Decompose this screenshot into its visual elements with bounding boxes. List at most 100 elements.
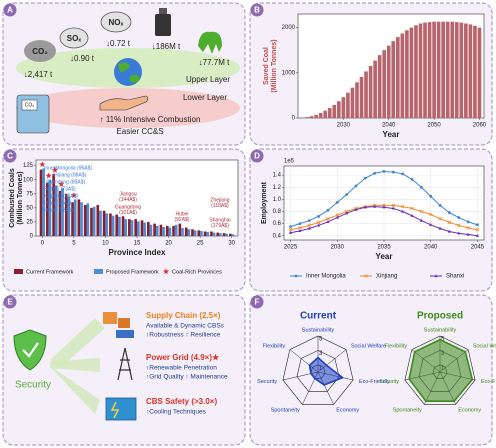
x-tick-label: 2030 [337, 123, 351, 129]
x-tick-label: 10 [102, 241, 109, 247]
shield-check [22, 342, 39, 358]
annotation: (92A$) [174, 217, 189, 223]
bar [432, 21, 436, 118]
marker [401, 209, 405, 213]
radar-axis-label: Spontaneity [393, 407, 422, 413]
marker [438, 226, 442, 230]
bar [39, 169, 43, 236]
bar [191, 229, 194, 236]
bar [203, 231, 207, 236]
marker [400, 204, 405, 209]
y-tick-label: 125 [23, 163, 34, 169]
marker [326, 208, 330, 212]
marker [475, 227, 480, 232]
item-title: Supply Chain (2.5×) [146, 311, 221, 320]
marker [448, 211, 451, 215]
marker [410, 206, 414, 211]
species-label: NOₓ [109, 18, 124, 27]
benefit-label: ↑ 11% Intensive Combustion [100, 115, 201, 124]
species-label: CO₂ [32, 47, 48, 56]
legend-label: Xinjiang [376, 274, 397, 280]
bar [52, 174, 55, 236]
marker [466, 220, 470, 224]
marker [438, 216, 442, 221]
bar [197, 230, 201, 236]
bar [71, 202, 74, 236]
annotation: Jiangsu [119, 191, 136, 197]
bar [225, 233, 229, 236]
goo-icon [198, 31, 222, 54]
legend-swatch [94, 269, 103, 274]
bar [155, 225, 159, 236]
bar [216, 232, 220, 236]
bar [181, 228, 184, 236]
marker [419, 185, 423, 189]
x-tick-label: 30 [228, 241, 235, 247]
bar [83, 205, 87, 236]
bar [111, 215, 115, 236]
legend-label: Shanxi [446, 274, 464, 280]
marker [354, 207, 358, 211]
x-tick-label: 2030 [331, 245, 345, 251]
panel-f [249, 294, 493, 446]
marker [354, 184, 358, 188]
radar-tick-label: 5 [319, 337, 323, 343]
bolt-icon [110, 401, 120, 419]
legend-star [162, 268, 170, 275]
item-line: Available & Dynamic CBSs [146, 323, 225, 330]
y-axis-label: Saved Coal [263, 47, 270, 85]
panel-label-badge [250, 149, 264, 163]
bar [140, 220, 144, 236]
bar [96, 205, 100, 236]
bar [165, 225, 169, 236]
radar-axis-label: Flexibility [385, 343, 408, 349]
bar [99, 210, 102, 236]
coal-rich-star [39, 161, 46, 168]
bar [459, 22, 464, 118]
bar [364, 71, 368, 118]
y-tick-label: 2000 [282, 25, 296, 31]
bar [473, 25, 477, 118]
bar [168, 227, 172, 236]
bar [61, 188, 64, 236]
panel-e-art [13, 312, 137, 421]
radar-tick-label: 5 [441, 337, 445, 343]
marker [289, 225, 292, 229]
x-tick-label: 20 [165, 241, 172, 247]
panel-label-badge [3, 149, 17, 163]
bar [200, 230, 203, 236]
co2-cloud [24, 40, 56, 62]
marker [419, 218, 423, 222]
bar [346, 92, 350, 118]
bar [102, 210, 106, 236]
bar [445, 21, 450, 118]
radar-axis-label: Economy [336, 407, 359, 413]
bar [162, 226, 165, 236]
bar [212, 232, 216, 236]
x-axis-label: Year [383, 130, 400, 139]
bar [45, 182, 49, 236]
bar [77, 199, 81, 236]
emission-label: ↓2,417 t [24, 70, 53, 79]
annotation: Shanxi (73A$) [44, 186, 76, 192]
marker [434, 274, 438, 278]
bar [309, 116, 314, 118]
bar [405, 30, 409, 119]
radar-axis-label: Economy [458, 407, 481, 413]
bar [121, 216, 125, 236]
bar [134, 219, 137, 236]
marker [429, 223, 433, 226]
bar [318, 113, 323, 118]
marker [345, 193, 349, 196]
globe-land [118, 62, 140, 83]
offset-label: 1e5 [284, 159, 295, 165]
marker [298, 229, 302, 233]
bar [229, 233, 232, 236]
shield-icon [13, 329, 47, 371]
box-icon-2 [118, 318, 130, 328]
marker [345, 211, 349, 215]
radar-area [308, 356, 345, 386]
bar [73, 199, 77, 236]
bar [337, 101, 341, 118]
bar [206, 232, 210, 236]
